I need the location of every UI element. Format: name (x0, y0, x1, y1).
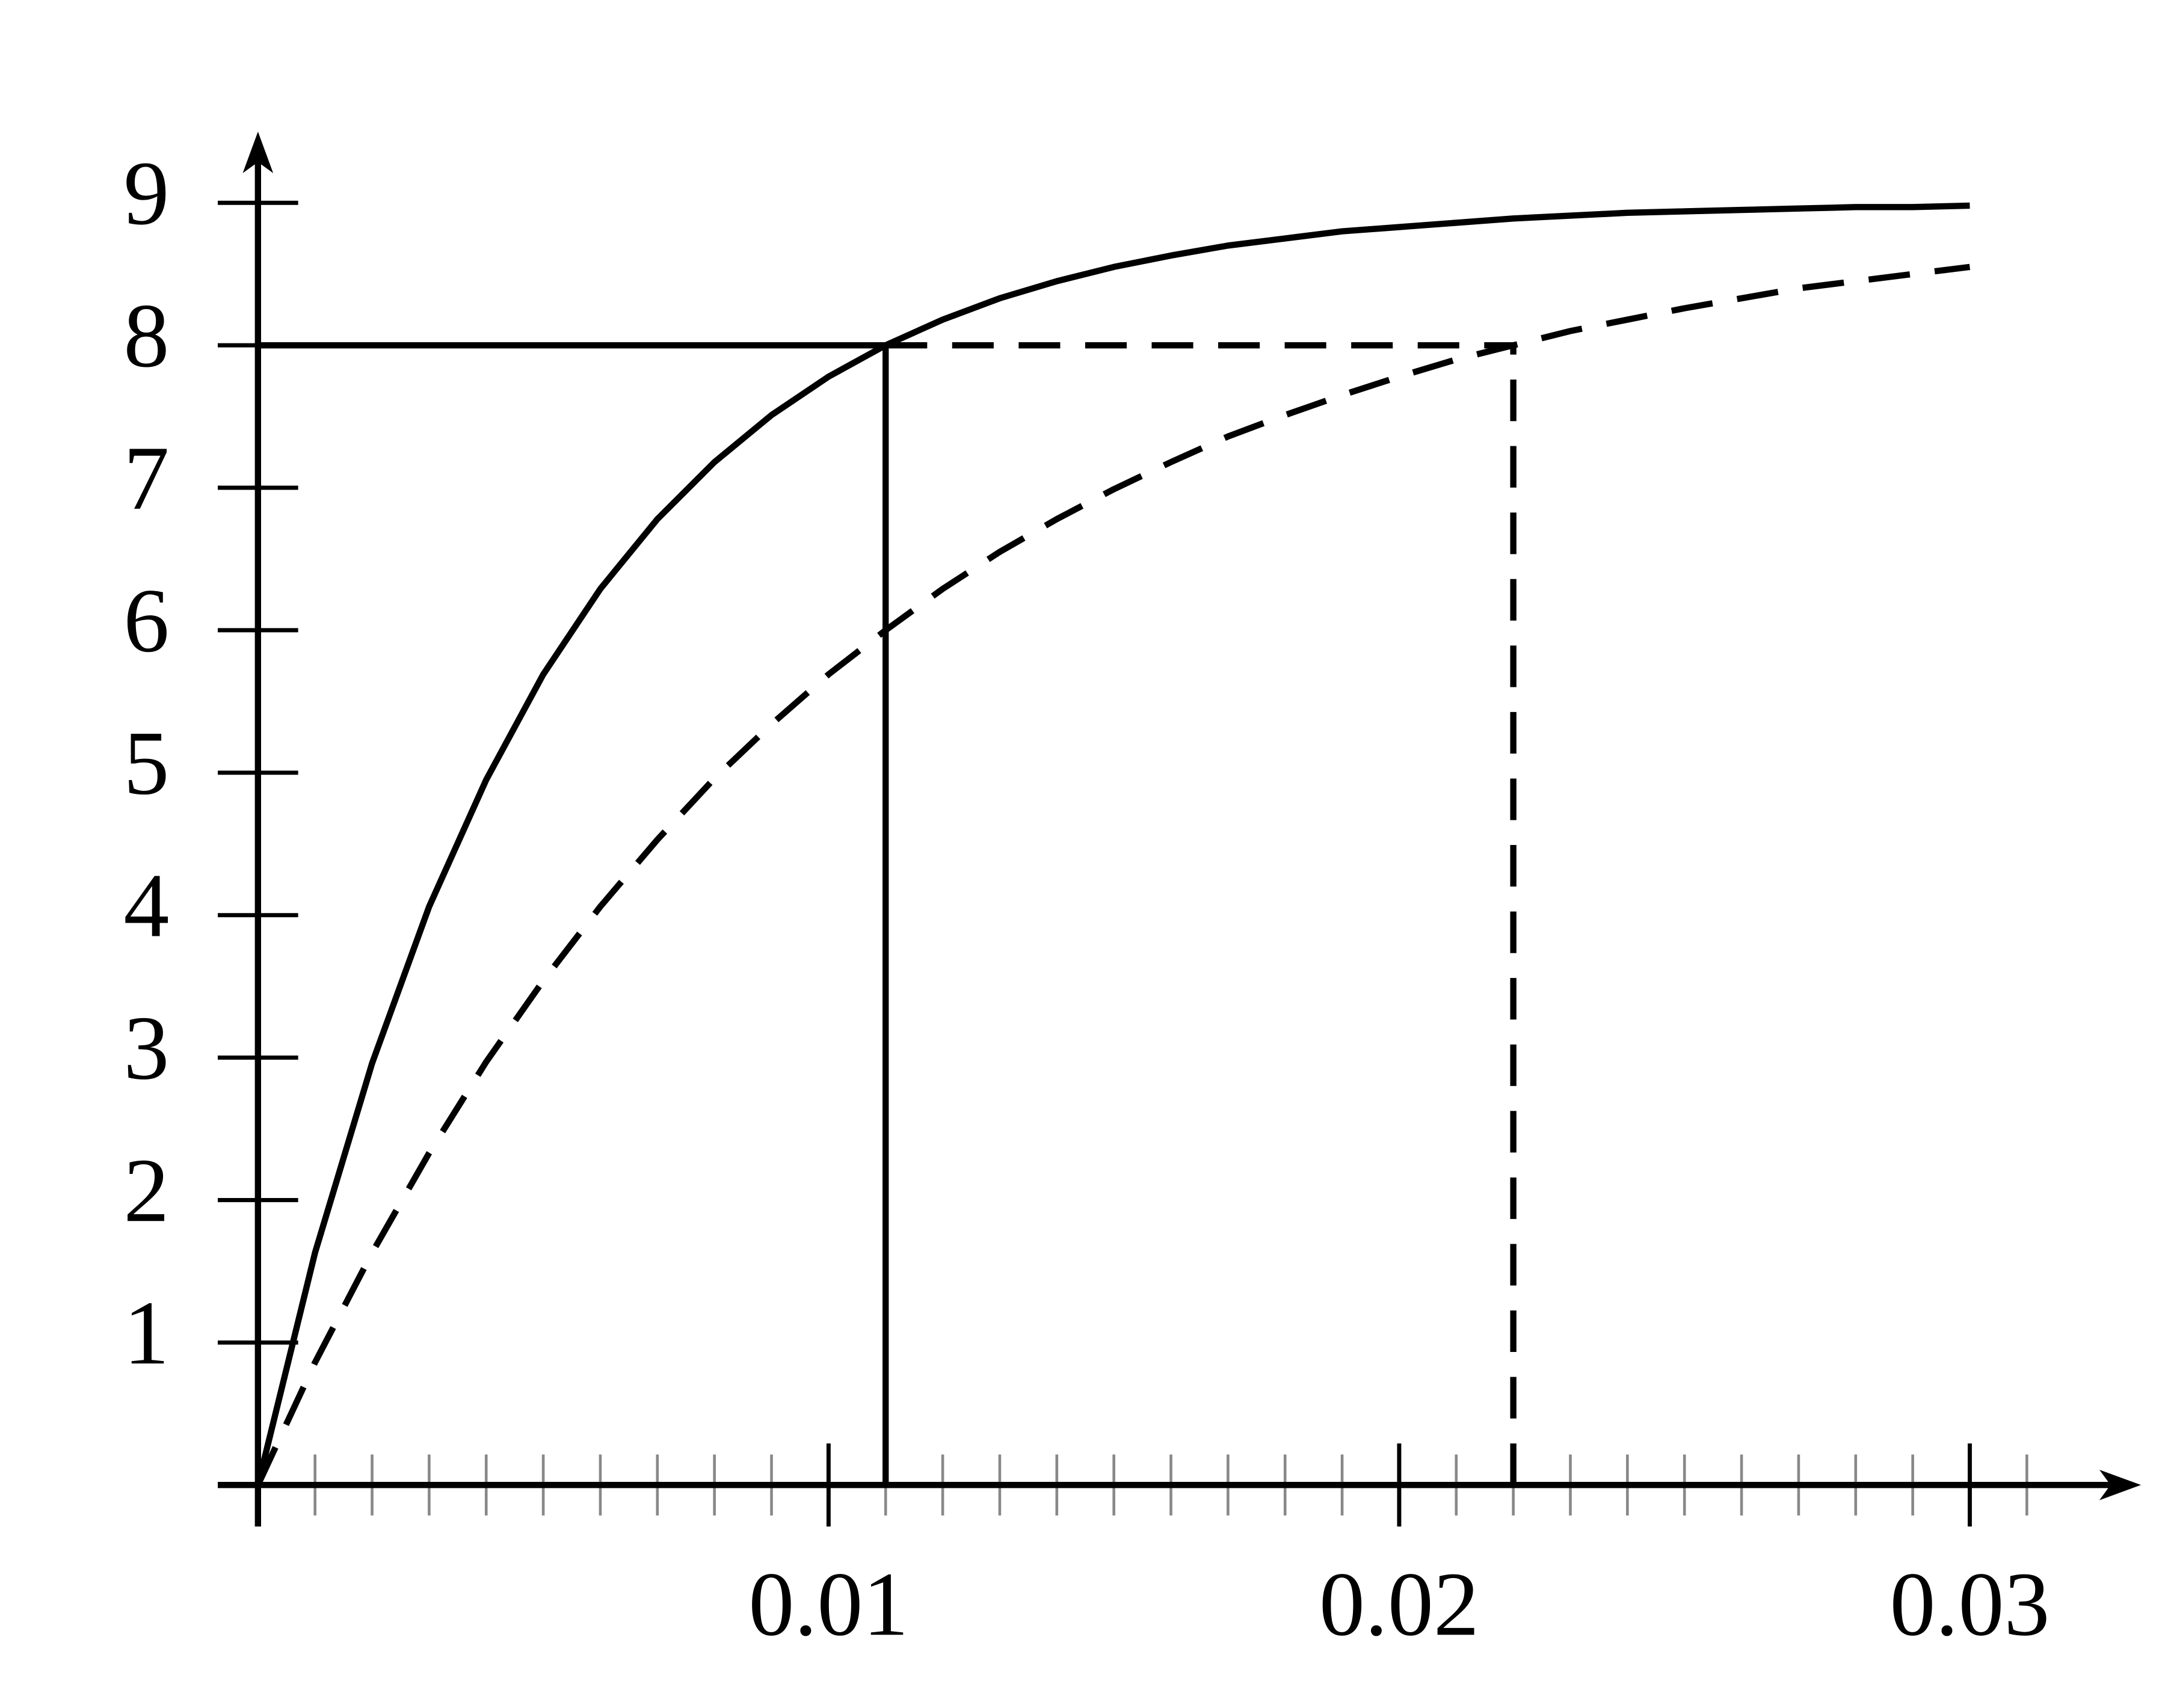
y-tick-label: 6 (123, 570, 169, 671)
y-tick-label: 9 (123, 143, 169, 244)
y-tick-label: 3 (123, 997, 169, 1098)
y-tick-label: 2 (123, 1140, 169, 1241)
curve (255, 263, 1971, 1487)
y-tick-label: 1 (123, 1282, 169, 1383)
x-tick-label: 0.03 (1889, 1553, 2050, 1654)
y-tick-label: 8 (123, 285, 169, 386)
y-tick-label: 4 (123, 855, 169, 956)
y-tick-label: 7 (123, 428, 169, 529)
y-axis-arrow (242, 131, 274, 173)
x-axis-arrow (2099, 1469, 2142, 1501)
x-tick-label: 0.01 (748, 1553, 908, 1654)
x-tick-label: 0.02 (1319, 1553, 1479, 1654)
curve (254, 202, 1970, 1486)
y-tick-label: 5 (123, 713, 169, 814)
